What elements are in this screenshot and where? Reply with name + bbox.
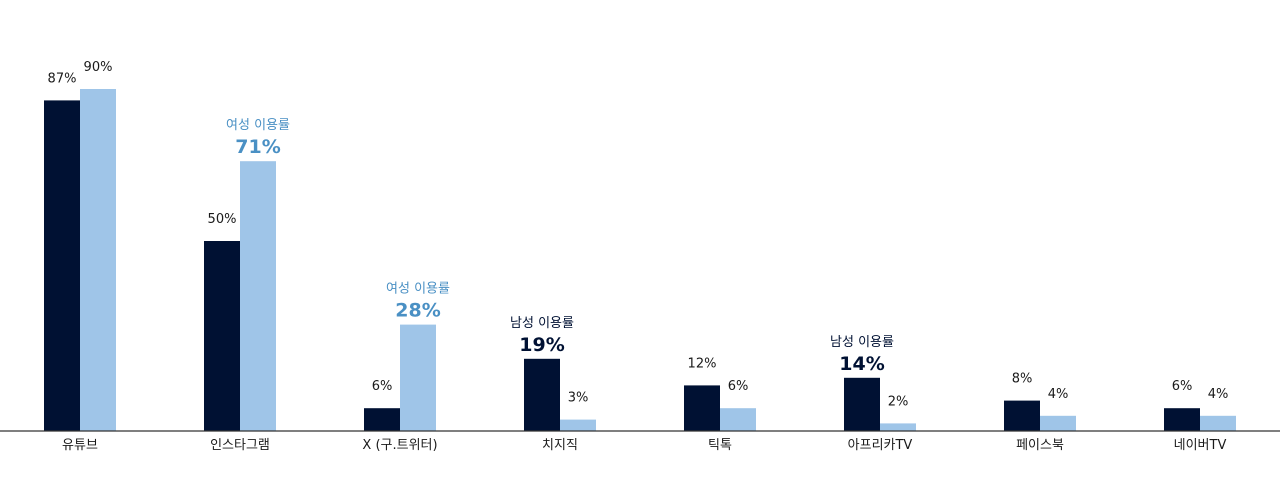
- value-label-2-1: 28%: [395, 300, 440, 322]
- category-label-6: 페이스북: [1016, 438, 1064, 453]
- value-label-1-0: 50%: [208, 212, 237, 227]
- highlight-caption-3: 남성 이용률: [510, 316, 574, 331]
- category-label-4: 틱톡: [708, 438, 732, 453]
- bar-5-series-0: [844, 377, 880, 431]
- value-label-6-1: 4%: [1048, 387, 1069, 402]
- bars-group: [44, 89, 1236, 432]
- bar-6-series-0: [1004, 400, 1040, 431]
- value-label-3-0: 19%: [519, 334, 564, 356]
- category-label-2: X (구.트위터): [362, 438, 437, 453]
- value-label-1-1: 71%: [235, 136, 280, 158]
- value-label-5-1: 2%: [888, 394, 909, 409]
- bar-3-series-1: [560, 419, 596, 431]
- value-label-6-0: 8%: [1012, 372, 1033, 387]
- bar-5-series-1: [880, 423, 916, 431]
- category-label-3: 치지직: [542, 438, 578, 453]
- value-label-3-1: 3%: [568, 391, 589, 406]
- value-label-7-1: 4%: [1208, 387, 1229, 402]
- category-label-5: 아프리카TV: [848, 438, 913, 453]
- highlight-caption-5: 남성 이용률: [830, 335, 894, 350]
- value-label-2-0: 6%: [372, 379, 393, 394]
- bar-0-series-1: [80, 89, 116, 431]
- bar-7-series-1: [1200, 415, 1236, 431]
- bar-1-series-1: [240, 161, 276, 431]
- category-label-0: 유튜브: [62, 438, 98, 453]
- value-label-0-1: 90%: [84, 60, 113, 75]
- bar-6-series-1: [1040, 415, 1076, 431]
- value-label-0-0: 87%: [48, 71, 77, 86]
- bar-1-series-0: [204, 241, 240, 431]
- bar-7-series-0: [1164, 408, 1200, 431]
- bar-3-series-0: [524, 358, 560, 431]
- bar-4-series-1: [720, 408, 756, 431]
- value-label-5-0: 14%: [839, 353, 884, 375]
- value-labels-group: 87% 90% 50% 71% 여성 이용률 6% 28% 여성 이용률 19% 남성 이용률 3%…: [48, 60, 1229, 409]
- bar-0-series-0: [44, 100, 80, 432]
- value-label-4-0: 12%: [688, 356, 717, 371]
- bar-2-series-1: [400, 324, 436, 431]
- value-label-7-0: 6%: [1172, 379, 1193, 394]
- highlight-caption-1: 여성 이용률: [226, 118, 290, 133]
- category-label-1: 인스타그램: [210, 438, 270, 453]
- value-label-4-1: 6%: [728, 379, 749, 394]
- category-labels-group: 유튜브 인스타그램 X (구.트위터) 치지직 틱톡 아프리카TV 페이스북 네이버TV: [62, 438, 1226, 453]
- bar-4-series-0: [684, 385, 720, 431]
- bar-2-series-0: [364, 408, 400, 431]
- category-label-7: 네이버TV: [1174, 438, 1227, 453]
- highlight-caption-2: 여성 이용률: [386, 282, 450, 297]
